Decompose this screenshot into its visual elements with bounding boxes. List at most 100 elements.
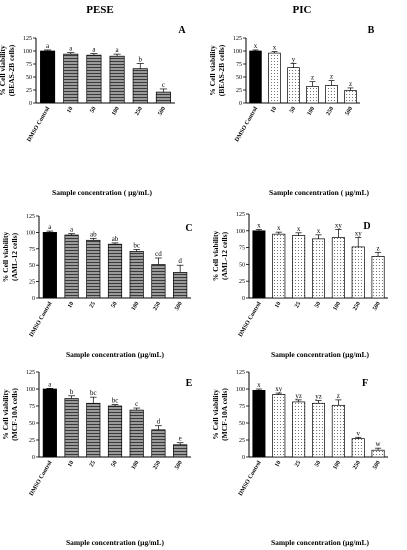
significance-label: ab [90,230,97,238]
significance-label: b [139,55,143,63]
y-tick-label: 25 [29,438,35,444]
x-tick-label: 500 [157,106,167,117]
x-tick-label: 250 [326,106,336,117]
x-axis-label: Sample concentration ( µg/mL) [52,188,152,197]
bar-100 [109,55,125,104]
x-tick-label: DMSO Control [29,301,54,338]
y-tick-label: 100 [236,229,245,235]
significance-label: a [92,46,96,54]
significance-label: x [257,221,261,229]
y-axis-label: (AML-12 cells) [10,232,19,281]
x-tick-label: DMSO Control [234,106,259,143]
y-tick-label: 100 [233,49,242,55]
bar-100 [129,251,144,299]
y-axis-label: (MCF-10A cells) [220,388,229,441]
significance-label: x [277,224,281,232]
x-tick-label: 10 [67,301,75,309]
significance-label: c [162,81,165,89]
y-tick-label: 125 [26,214,35,220]
y-tick-label: 125 [26,370,35,376]
significance-label: x [254,42,258,50]
panel-letter: F [362,378,368,389]
y-tick-label: 0 [29,101,32,107]
bar-10 [268,52,281,104]
y-tick-label: 25 [236,88,242,94]
x-tick-label: 100 [131,460,141,471]
bar-250 [151,264,166,299]
y-tick-label: 100 [26,230,35,236]
y-axis-label: % Cell viability [208,45,217,96]
y-tick-label: 50 [26,75,32,81]
panel-F: 0 25 50 75 100 125 % Cell viability (MCF-10A ce… [211,370,388,547]
y-tick-label: 25 [239,279,245,285]
panel-letter: A [178,25,186,36]
bar-250 [351,438,365,458]
bar-10 [272,233,286,299]
significance-label: z [330,73,333,81]
significance-label: xy [335,221,343,229]
bar-100 [331,404,345,458]
y-tick-label: 25 [26,88,32,94]
x-tick-label: 10 [270,106,278,114]
panel-C: 0 25 50 75 100 125 % Cell viability (AML-12 cel… [1,214,193,359]
significance-label: yz [295,392,302,400]
significance-label: a [46,42,50,50]
bar-50 [311,238,326,299]
bar-50 [86,54,102,104]
x-tick-label: 500 [372,301,382,312]
bar-100 [306,86,319,104]
y-tick-label: 100 [26,387,35,393]
panel-letter: C [185,223,192,234]
x-tick-label: 25 [294,301,302,309]
bar-dmso-control [249,50,262,104]
y-tick-label: 0 [242,455,245,461]
bar-50 [287,67,300,104]
y-axis-label: % Cell viability [211,231,220,282]
y-tick-label: 50 [239,421,245,427]
bar-500 [371,449,385,458]
significance-label: yz [315,393,322,401]
significance-label: w [376,440,382,448]
y-tick-label: 125 [23,36,32,42]
bar-250 [132,68,148,104]
bar-dmso-control [40,50,56,104]
y-axis-label: % Cell viability [0,45,7,96]
x-tick-label: 250 [152,301,162,312]
y-tick-label: 75 [29,404,35,410]
bar-500 [173,272,188,299]
column-title-pic: PIC [293,4,312,16]
panel-D: 0 25 50 75 100 125 % Cell viability (AML-12 cel… [211,212,388,359]
y-axis-label: (BEAS-2B cells) [7,44,16,96]
significance-label: bc [90,389,97,397]
x-tick-label: 10 [274,460,282,468]
significance-label: b [70,388,74,396]
x-tick-label: DMSO Control [238,460,263,497]
bar-250 [325,84,338,104]
significance-label: z [337,392,340,400]
y-tick-label: 0 [239,101,242,107]
bar-100 [331,237,345,299]
bar-10 [63,53,79,104]
x-tick-label: 500 [345,106,355,117]
bar-100 [129,409,144,458]
x-tick-label: 500 [372,460,382,471]
y-axis-label: (AML-12 cells) [220,231,229,280]
significance-label: c [135,400,138,408]
x-tick-label: 250 [352,460,362,471]
x-tick-label: 25 [89,301,97,309]
panel-letter: E [186,378,193,389]
panel-B: 0 25 50 75 100 125 % Cell viability (BEAS-2B ce… [208,25,375,197]
bar-500 [371,255,385,299]
y-tick-label: 0 [242,296,245,302]
significance-label: a [116,46,120,54]
significance-label: d [157,418,161,426]
significance-label: a [69,45,73,53]
x-tick-label: 50 [111,301,119,309]
y-tick-label: 0 [32,296,35,302]
x-tick-label: 250 [152,460,162,471]
significance-label: cd [155,250,162,258]
bar-10 [64,398,79,458]
x-tick-label: 250 [134,106,144,117]
